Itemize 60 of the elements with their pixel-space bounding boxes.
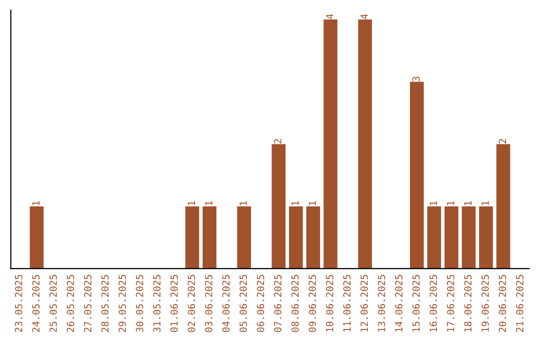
x-tick-label: 08.06.2025 — [291, 274, 299, 332]
x-tick-label: 17.06.2025 — [446, 274, 454, 332]
data-label: 1 — [482, 201, 489, 206]
x-tick-label: 13.06.2025 — [378, 274, 386, 332]
bar — [202, 206, 216, 269]
bar — [427, 206, 442, 269]
x-tick-label: 27.05.2025 — [84, 274, 92, 332]
data-label: 1 — [308, 201, 316, 206]
bar — [306, 206, 320, 269]
data-label: 1 — [240, 201, 247, 206]
x-tick-label: 02.06.2025 — [188, 274, 196, 332]
x-tick-label: 18.06.2025 — [464, 274, 472, 332]
x-tick-label: 21.06.2025 — [516, 274, 524, 332]
x-tick-label: 19.06.2025 — [481, 274, 489, 332]
bar — [496, 144, 510, 269]
data-label: 2 — [498, 139, 506, 144]
x-tick-label: 10.06.2025 — [326, 274, 334, 332]
bar — [358, 20, 372, 269]
x-tick-label: 14.06.2025 — [395, 274, 402, 332]
data-label: 3 — [412, 76, 420, 82]
x-tick-label: 28.05.2025 — [101, 274, 109, 332]
data-label: 1 — [32, 201, 40, 206]
bar — [185, 206, 200, 269]
x-tick-label: 12.06.2025 — [360, 274, 368, 332]
data-label: 2 — [274, 139, 282, 144]
data-label: 1 — [292, 201, 299, 206]
bar — [462, 206, 476, 269]
x-tick-label: 24.05.2025 — [32, 274, 40, 332]
x-tick-label: 11.06.2025 — [343, 274, 351, 332]
x-tick-label: 04.06.2025 — [222, 274, 230, 332]
x-tick-label: 05.06.2025 — [240, 274, 247, 332]
x-tick-label: 16.06.2025 — [430, 274, 438, 332]
x-tick-label: 15.06.2025 — [412, 274, 420, 332]
x-tick-label: 03.06.2025 — [205, 274, 212, 332]
x-tick-label: 01.06.2025 — [170, 274, 178, 332]
bar — [272, 144, 286, 269]
bar — [410, 82, 424, 269]
x-tick-label: 09.06.2025 — [308, 274, 316, 332]
x-tick-label: 26.05.2025 — [66, 274, 74, 332]
data-label: 1 — [447, 201, 454, 206]
data-label: 1 — [188, 201, 195, 206]
data-label: 4 — [326, 14, 334, 20]
bar — [289, 206, 303, 269]
bar — [479, 206, 493, 269]
bar — [30, 206, 44, 269]
x-tick-label: 25.05.2025 — [49, 274, 57, 332]
x-tick-label: 29.05.2025 — [118, 274, 126, 332]
x-tick-label: 20.06.2025 — [498, 274, 506, 332]
x-tick-label: 31.05.2025 — [153, 274, 161, 332]
bar — [444, 206, 458, 269]
x-tick-label: 07.06.2025 — [274, 274, 282, 332]
x-tick-label: 30.05.2025 — [136, 274, 144, 332]
data-label: 1 — [464, 201, 472, 206]
data-label: 4 — [360, 14, 368, 20]
data-label: 1 — [430, 201, 437, 206]
x-tick-label: 06.06.2025 — [256, 274, 264, 332]
bar — [324, 20, 338, 269]
data-label: 1 — [205, 201, 212, 206]
bar — [237, 206, 251, 269]
x-tick-label: 23.05.2025 — [14, 274, 22, 332]
